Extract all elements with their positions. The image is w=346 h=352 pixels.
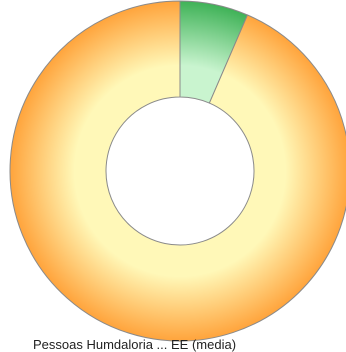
chart-caption: Pessoas Humdaloria ... EE (media) [33, 337, 237, 352]
donut-slices [9, 0, 346, 342]
donut-slice-2 [9, 0, 346, 342]
